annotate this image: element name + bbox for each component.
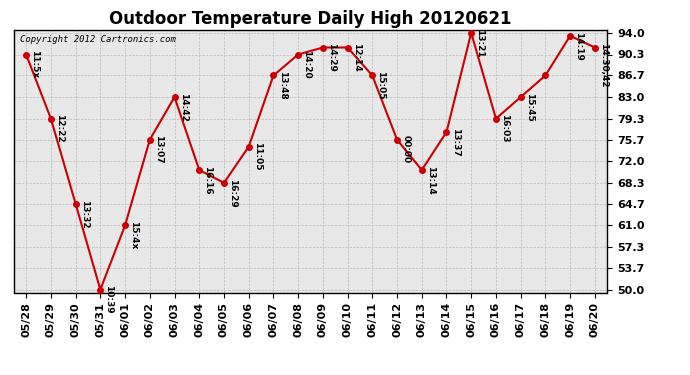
Text: 10:39: 10:39 xyxy=(104,285,113,314)
Text: 16:16: 16:16 xyxy=(204,166,213,195)
Text: 15:4x: 15:4x xyxy=(129,221,138,249)
Text: 13:14: 13:14 xyxy=(426,166,435,195)
Title: Outdoor Temperature Daily High 20120621: Outdoor Temperature Daily High 20120621 xyxy=(109,10,512,28)
Text: Copyright 2012 Cartronics.com: Copyright 2012 Cartronics.com xyxy=(20,35,176,44)
Text: 00:00: 00:00 xyxy=(401,135,410,164)
Text: 12:22: 12:22 xyxy=(55,114,64,143)
Text: 16:29: 16:29 xyxy=(228,178,237,207)
Text: 13:07: 13:07 xyxy=(154,135,163,164)
Text: 14:20: 14:20 xyxy=(302,50,311,79)
Text: 13:37: 13:37 xyxy=(451,128,460,157)
Text: 14:30,42: 14:30,42 xyxy=(599,44,608,88)
Text: 14:42: 14:42 xyxy=(179,93,188,122)
Text: 12:14: 12:14 xyxy=(352,44,361,72)
Text: 13:48: 13:48 xyxy=(277,71,286,100)
Text: 16:03: 16:03 xyxy=(500,114,509,143)
Text: 14:19: 14:19 xyxy=(574,32,583,60)
Text: 11:5x: 11:5x xyxy=(30,50,39,78)
Text: 15:45: 15:45 xyxy=(525,93,534,122)
Text: 14:29: 14:29 xyxy=(327,44,336,72)
Text: 15:05: 15:05 xyxy=(377,71,386,100)
Text: 13:21: 13:21 xyxy=(475,29,484,57)
Text: 11:05: 11:05 xyxy=(253,142,262,171)
Text: 13:32: 13:32 xyxy=(80,200,89,228)
